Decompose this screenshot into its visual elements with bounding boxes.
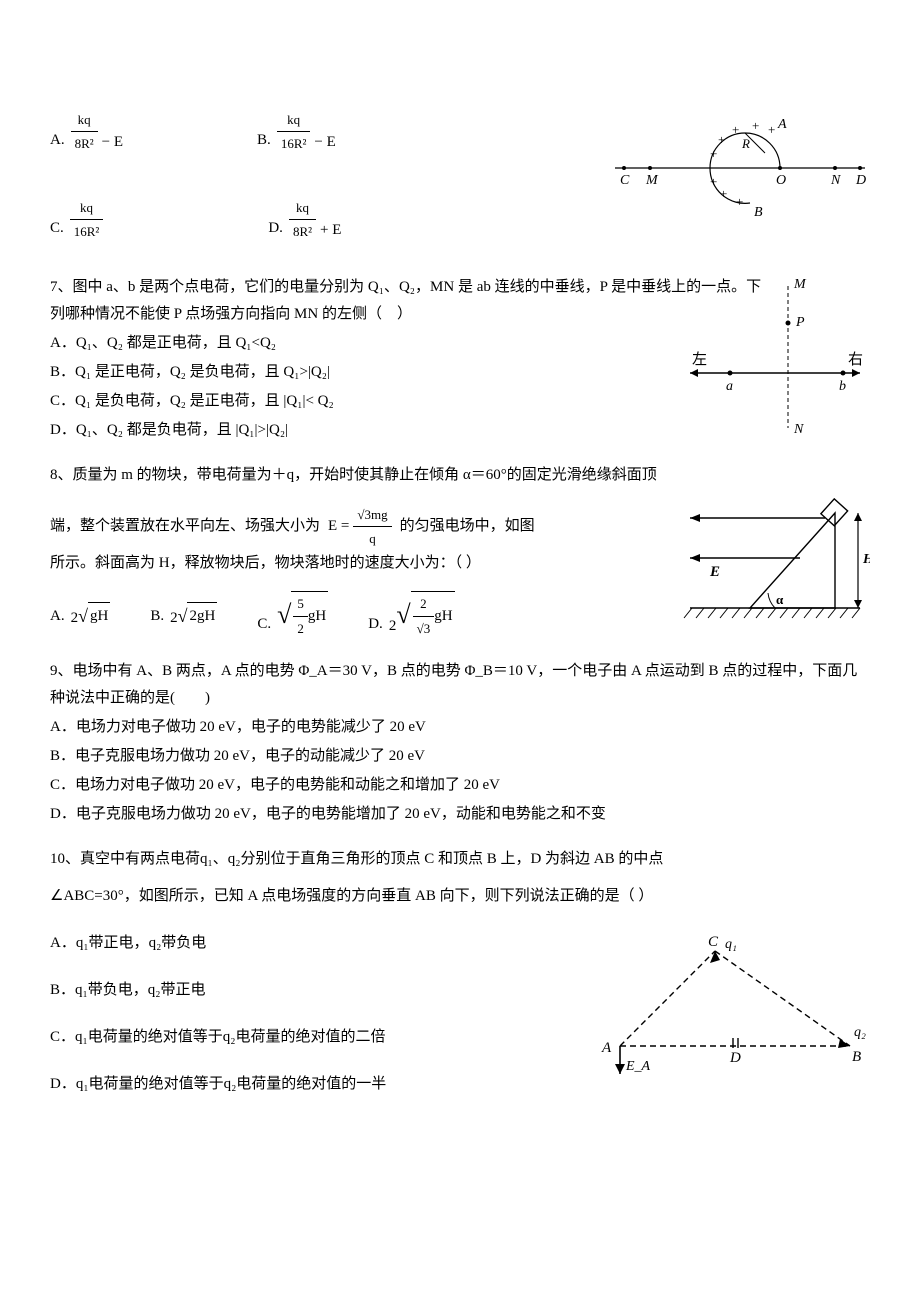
q6-optD: D. kq 8R² + E bbox=[268, 196, 345, 244]
q10-stem2: ∠ABC=30°，如图所示，已知 A 点电场强度的方向垂直 AB 向下，则下列说… bbox=[50, 883, 870, 910]
svg-text:右: 右 bbox=[848, 351, 863, 368]
svg-text:R: R bbox=[741, 136, 750, 151]
svg-text:E: E bbox=[709, 564, 720, 580]
svg-text:H: H bbox=[862, 552, 870, 567]
svg-text:+: + bbox=[710, 146, 717, 161]
svg-text:α: α bbox=[776, 592, 784, 607]
q8-optC: C. √ 52 gH bbox=[257, 591, 328, 640]
q6-optC: C. kq 16R² bbox=[50, 196, 103, 244]
svg-text:N: N bbox=[793, 422, 804, 437]
q6-optB-tail: − E bbox=[310, 129, 339, 156]
q9-stem: 9、电场中有 A、B 两点，A 点的电势 Φ_A＝30 V，B 点的电势 Φ_B… bbox=[50, 658, 870, 712]
q8-optD: D. 2 √ 2√3 gH bbox=[368, 591, 454, 640]
q10-optD: D．q₁电荷量的绝对值等于q₂电荷量的绝对值的一半 bbox=[50, 1071, 580, 1098]
q9-optB: B．电子克服电场力做功 20 eV，电子的动能减少了 20 eV bbox=[50, 743, 870, 770]
svg-text:+: + bbox=[752, 118, 759, 133]
q9-options: A．电场力对电子做功 20 eV，电子的电势能减少了 20 eV B．电子克服电… bbox=[50, 714, 870, 828]
svg-text:a: a bbox=[726, 379, 733, 394]
q9-optA: A．电场力对电子做功 20 eV，电子的电势能减少了 20 eV bbox=[50, 714, 870, 741]
q6-optC-label: C. bbox=[50, 215, 64, 244]
svg-text:D: D bbox=[729, 1050, 741, 1066]
q6-optC-frac: kq 16R² bbox=[70, 196, 104, 244]
q6-optD-label: D. bbox=[268, 215, 283, 244]
q8-block: 8、质量为 m 的物块，带电荷量为＋q，开始时使其静止在倾角 α＝60°的固定光… bbox=[50, 462, 870, 641]
svg-text:左: 左 bbox=[692, 351, 707, 368]
svg-text:P: P bbox=[795, 315, 805, 330]
q8-optB: B. 2 √2gH bbox=[150, 600, 217, 632]
q6-optA-label: A. bbox=[50, 127, 65, 156]
q8-E-formula: E = √3mg q bbox=[328, 503, 392, 551]
svg-text:C: C bbox=[708, 934, 719, 950]
q8-stem1: 8、质量为 m 的物块，带电荷量为＋q，开始时使其静止在倾角 α＝60°的固定光… bbox=[50, 462, 870, 489]
q6-optA: A. kq 8R² − E bbox=[50, 108, 127, 156]
svg-text:M: M bbox=[645, 173, 659, 188]
q6-optD-tail: + E bbox=[316, 217, 345, 244]
svg-text:B: B bbox=[852, 1049, 861, 1065]
q6-row1: A. kq 8R² − E B. kq 16R² − E + bbox=[50, 108, 870, 156]
q6-optB: B. kq 16R² − E bbox=[257, 108, 340, 156]
q9-optC: C．电场力对电子做功 20 eV，电子的电势能和动能之和增加了 20 eV bbox=[50, 772, 870, 799]
svg-text:D: D bbox=[855, 173, 866, 188]
q8-figure: H E α bbox=[680, 498, 870, 628]
svg-text:q₂: q₂ bbox=[854, 1025, 866, 1040]
q8-stem2b: 的匀强电场中，如图 bbox=[400, 513, 535, 540]
q10-optA: A．q₁带正电，q₂带负电 bbox=[50, 930, 580, 957]
svg-text:q₁: q₁ bbox=[725, 937, 737, 952]
q10-figure: A B C q₁ q₂ D E_A bbox=[590, 926, 870, 1076]
q6-row2: C. kq 16R² D. kq 8R² + E bbox=[50, 196, 870, 244]
svg-text:O: O bbox=[776, 173, 786, 188]
svg-text:C: C bbox=[620, 173, 630, 188]
svg-text:N: N bbox=[830, 173, 841, 188]
svg-text:E_A: E_A bbox=[625, 1059, 651, 1074]
svg-text:M: M bbox=[793, 278, 807, 292]
svg-text:+: + bbox=[732, 122, 739, 137]
q9-block: 9、电场中有 A、B 两点，A 点的电势 Φ_A＝30 V，B 点的电势 Φ_B… bbox=[50, 658, 870, 828]
svg-text:A: A bbox=[601, 1040, 612, 1056]
q9-optD: D．电子克服电场力做功 20 eV，电子的电势能增加了 20 eV，动能和电势能… bbox=[50, 801, 870, 828]
q8-stem2a: 端，整个装置放在水平向左、场强大小为 bbox=[50, 513, 320, 540]
q8-optA: A. 2 √gH bbox=[50, 600, 110, 632]
q7-figure: M N P a b 左 右 bbox=[680, 278, 870, 438]
q10-optC: C．q₁电荷量的绝对值等于q₂电荷量的绝对值的二倍 bbox=[50, 1024, 580, 1051]
q6-optA-frac: kq 8R² bbox=[71, 108, 98, 156]
q10-stem1: 10、真空中有两点电荷q₁、q₂分别位于直角三角形的顶点 C 和顶点 B 上，D… bbox=[50, 846, 870, 873]
q6-block: A. kq 8R² − E B. kq 16R² − E + bbox=[50, 108, 870, 244]
svg-text:A: A bbox=[777, 117, 787, 132]
q6-optB-label: B. bbox=[257, 127, 271, 156]
q6-optB-frac: kq 16R² bbox=[277, 108, 311, 156]
q10-optB: B．q₁带负电，q₂带正电 bbox=[50, 977, 580, 1004]
svg-text:+: + bbox=[768, 122, 775, 137]
svg-text:+: + bbox=[718, 132, 725, 147]
svg-text:b: b bbox=[839, 379, 846, 394]
q7-block: M N P a b 左 右 7、图中 a、b 是两个点电荷，它们的电量分别为 Q… bbox=[50, 274, 870, 444]
q6-optA-tail: − E bbox=[98, 129, 127, 156]
q6-optD-frac: kq 8R² bbox=[289, 196, 316, 244]
q10-block: 10、真空中有两点电荷q₁、q₂分别位于直角三角形的顶点 C 和顶点 B 上，D… bbox=[50, 846, 870, 1098]
